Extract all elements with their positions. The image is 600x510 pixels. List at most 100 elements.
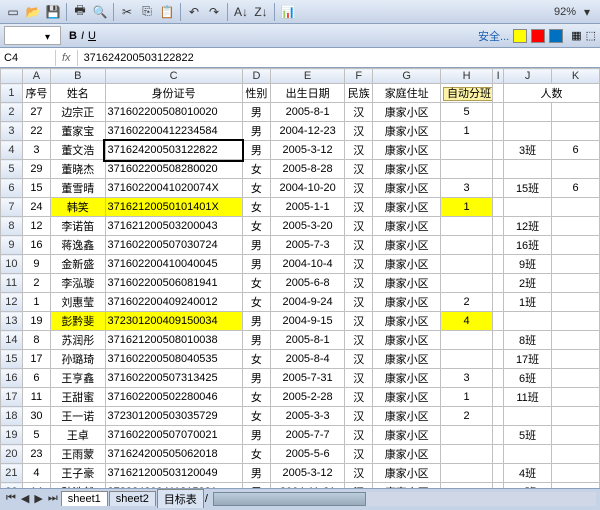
cell-g[interactable]: 康家小区 — [373, 350, 441, 369]
cell-d[interactable]: 女 — [242, 407, 270, 426]
cell-d[interactable]: 男 — [242, 255, 270, 274]
cell-h[interactable] — [440, 255, 492, 274]
cell-e[interactable]: 2005-7-7 — [271, 426, 345, 445]
cell-e[interactable]: 2005-3-12 — [271, 141, 345, 160]
cell-c[interactable]: 371602200508040535 — [105, 350, 242, 369]
cell-g[interactable]: 康家小区 — [373, 369, 441, 388]
cell-b[interactable]: 李诺笛 — [51, 217, 105, 236]
tab-sheet2[interactable]: sheet2 — [109, 491, 156, 506]
cell-e[interactable]: 2005-1-1 — [271, 198, 345, 217]
row-6[interactable]: 6 — [1, 179, 23, 198]
cell-a[interactable]: 24 — [22, 198, 50, 217]
save-icon[interactable]: 💾 — [44, 3, 62, 21]
italic-icon[interactable]: I — [81, 30, 84, 42]
row-2[interactable]: 2 — [1, 103, 23, 122]
cell-d[interactable]: 男 — [242, 141, 270, 160]
cell-a[interactable]: 16 — [22, 236, 50, 255]
cell-k[interactable] — [552, 198, 600, 217]
row-5[interactable]: 5 — [1, 160, 23, 179]
safe-label[interactable]: 安全... — [478, 28, 509, 44]
cell-h[interactable] — [440, 350, 492, 369]
cell-c[interactable]: 371602200506081941 — [105, 274, 242, 293]
cell-j[interactable]: 12班 — [504, 217, 552, 236]
cell-e[interactable]: 2005-8-4 — [271, 350, 345, 369]
cell-c[interactable]: 37160220041020074X — [105, 179, 242, 198]
cell-f[interactable]: 汉 — [345, 236, 373, 255]
cell-c[interactable]: 372324200411215321 — [105, 483, 242, 489]
cell-h[interactable]: 5 — [440, 103, 492, 122]
copy-icon[interactable]: ⎘ — [138, 3, 156, 21]
new-icon[interactable]: ▭ — [4, 3, 22, 21]
cell-j[interactable] — [504, 160, 552, 179]
cell-b[interactable]: 彭黔斐 — [51, 312, 105, 331]
cell-c[interactable]: 371621200508010038 — [105, 331, 242, 350]
tab-next-icon[interactable]: ▶ — [32, 492, 44, 505]
cell-c[interactable]: 371602200507030724 — [105, 236, 242, 255]
cell-e[interactable]: 2004-10-4 — [271, 255, 345, 274]
cell-h[interactable]: 1 — [440, 198, 492, 217]
cell-a[interactable]: 2 — [22, 274, 50, 293]
cell-e[interactable]: 2004-11-21 — [271, 483, 345, 489]
col-F[interactable]: F — [345, 69, 373, 84]
cell-a[interactable]: 14 — [22, 483, 50, 489]
row-14[interactable]: 14 — [1, 331, 23, 350]
formula-value[interactable]: 371624200503122822 — [78, 50, 200, 66]
cell-f[interactable]: 汉 — [345, 217, 373, 236]
cell-d[interactable]: 男 — [242, 236, 270, 255]
cell-d[interactable]: 男 — [242, 483, 270, 489]
cell-f[interactable]: 汉 — [345, 160, 373, 179]
cell-b[interactable]: 董雪晴 — [51, 179, 105, 198]
cell-j[interactable]: 2班 — [504, 274, 552, 293]
cell-a[interactable]: 9 — [22, 255, 50, 274]
row-17[interactable]: 17 — [1, 388, 23, 407]
cell-k[interactable] — [552, 255, 600, 274]
cell-k[interactable] — [552, 483, 600, 489]
cell-d[interactable]: 男 — [242, 331, 270, 350]
cell-k[interactable] — [552, 369, 600, 388]
col-D[interactable]: D — [242, 69, 270, 84]
paste-icon[interactable]: 📋 — [158, 3, 176, 21]
cell-b[interactable]: 王雨蒙 — [51, 445, 105, 464]
col-H[interactable]: H — [440, 69, 492, 84]
cell-c[interactable]: 371602200412234584 — [105, 122, 242, 141]
cell-b[interactable]: 苏润彤 — [51, 331, 105, 350]
col-G[interactable]: G — [373, 69, 441, 84]
cell-h[interactable] — [440, 331, 492, 350]
cell-g[interactable]: 康家小区 — [373, 217, 441, 236]
border-icon[interactable]: ▦ — [571, 29, 581, 42]
cell-g[interactable]: 康家小区 — [373, 426, 441, 445]
tab-first-icon[interactable]: ⏮ — [4, 492, 18, 505]
cut-icon[interactable]: ✂ — [118, 3, 136, 21]
cell-b[interactable]: 金新盛 — [51, 255, 105, 274]
cell-c[interactable]: 371602200409240012 — [105, 293, 242, 312]
cell-b[interactable]: 蒋逸鑫 — [51, 236, 105, 255]
cell-b[interactable]: 边宗正 — [51, 103, 105, 122]
select-all[interactable] — [1, 69, 23, 84]
cell-j[interactable]: 1班 — [504, 293, 552, 312]
cell-k[interactable] — [552, 103, 600, 122]
cell-g[interactable]: 康家小区 — [373, 388, 441, 407]
row-10[interactable]: 10 — [1, 255, 23, 274]
cell-g[interactable]: 康家小区 — [373, 464, 441, 483]
row-20[interactable]: 20 — [1, 445, 23, 464]
cell-h[interactable]: 3 — [440, 179, 492, 198]
row-1[interactable]: 1 — [1, 84, 23, 103]
cell-a[interactable]: 29 — [22, 160, 50, 179]
cell-d[interactable]: 女 — [242, 293, 270, 312]
cell-h[interactable]: 1 — [440, 388, 492, 407]
color-red[interactable] — [531, 29, 545, 43]
cell-a[interactable]: 12 — [22, 217, 50, 236]
cell-h[interactable] — [440, 217, 492, 236]
cell-g[interactable]: 康家小区 — [373, 407, 441, 426]
cell-a[interactable]: 8 — [22, 331, 50, 350]
cell-g[interactable]: 康家小区 — [373, 141, 441, 160]
preview-icon[interactable]: 🔍 — [91, 3, 109, 21]
cell-f[interactable]: 汉 — [345, 198, 373, 217]
cell-j[interactable]: 6班 — [504, 369, 552, 388]
cell-j[interactable]: 5班 — [504, 426, 552, 445]
cell-a[interactable]: 23 — [22, 445, 50, 464]
cell-h[interactable]: 1 — [440, 122, 492, 141]
cell-c[interactable]: 371621200503120049 — [105, 464, 242, 483]
row-21[interactable]: 21 — [1, 464, 23, 483]
cell-b[interactable]: 魏浩然 — [51, 483, 105, 489]
